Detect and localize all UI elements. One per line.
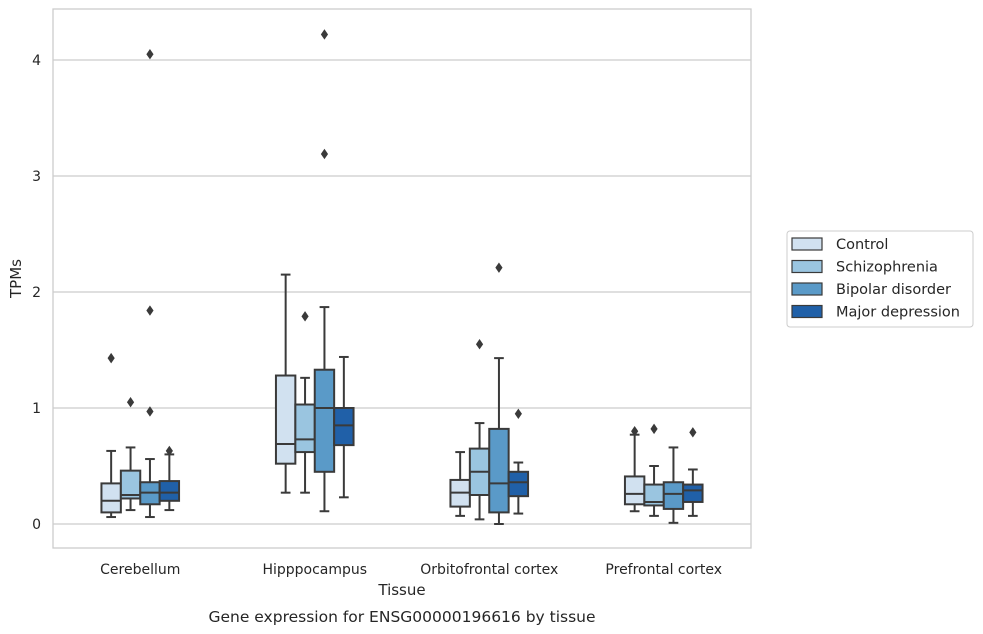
legend-label: Control — [836, 237, 888, 253]
x-tick-label: Hipppocampus — [262, 562, 367, 578]
chart-caption: Gene expression for ENSG00000196616 by t… — [208, 608, 595, 626]
y-tick-label: 4 — [32, 53, 41, 69]
box-0-2 — [449, 451, 471, 517]
outlier-point — [146, 406, 154, 417]
box-1-2 — [468, 339, 491, 521]
box-groups — [100, 29, 704, 525]
box-0-3 — [623, 426, 646, 513]
box-3-1 — [333, 355, 355, 499]
legend-swatch — [791, 237, 823, 251]
x-axis-label: Tissue — [377, 581, 425, 599]
y-tick-label: 3 — [32, 169, 41, 185]
iqr-box — [623, 475, 646, 506]
outlier-point — [495, 262, 503, 273]
legend-label: Bipolar disorder — [836, 282, 951, 298]
outlier-point — [107, 352, 115, 364]
outlier-point — [475, 339, 484, 350]
legend-label: Schizophrenia — [836, 260, 938, 276]
outlier-point — [650, 423, 658, 435]
outlier-point — [146, 49, 154, 60]
x-tick-label: Orbitofrontal cortex — [420, 562, 558, 578]
box-2-1 — [313, 29, 336, 513]
box-3-2 — [507, 408, 530, 515]
box-3-0 — [158, 445, 181, 512]
outlier-point — [165, 445, 173, 457]
iqr-box — [682, 483, 704, 503]
iqr-box — [488, 427, 510, 514]
iqr-box — [294, 403, 316, 454]
box-2-2 — [488, 262, 510, 525]
iqr-box — [333, 407, 355, 447]
box-1-3 — [643, 423, 665, 517]
plot-area-frame — [52, 8, 752, 549]
iqr-box — [313, 368, 336, 473]
outlier-point — [146, 305, 154, 316]
iqr-box — [274, 374, 297, 465]
box-1-1 — [294, 311, 316, 494]
outlier-point — [320, 29, 329, 40]
legend-swatch — [791, 259, 823, 274]
iqr-box — [158, 480, 181, 502]
box-0-0 — [100, 352, 122, 519]
legend: Control Schizophrenia Bipolar disorder Majo… — [786, 230, 974, 328]
y-axis-label: TPMs — [7, 259, 25, 299]
box-1-0 — [119, 397, 142, 512]
legend-frame — [786, 230, 974, 328]
outlier-point — [631, 426, 639, 437]
x-tick-label: Prefrontal cortex — [605, 562, 722, 578]
outlier-point — [320, 148, 329, 160]
outlier-point — [689, 427, 697, 438]
legend-swatch — [791, 282, 823, 296]
outlier-point — [301, 311, 309, 322]
y-tick-label: 0 — [32, 517, 41, 533]
outlier-point — [126, 397, 135, 408]
y-tick-label: 1 — [32, 401, 41, 417]
outlier-point — [514, 408, 522, 419]
x-tick-label: Cerebellum — [100, 562, 180, 578]
legend-swatch — [791, 304, 823, 319]
box-3-3 — [682, 427, 704, 517]
iqr-box — [100, 482, 122, 514]
axis-ticks: 0 1 2 3 4 Cerebellum Hipppocampus Orbitofrontal… — [32, 53, 722, 578]
iqr-box — [507, 470, 530, 498]
y-tick-label: 2 — [32, 285, 41, 301]
box-0-1 — [274, 273, 297, 494]
legend-label: Major depression — [836, 305, 960, 321]
iqr-box — [662, 481, 685, 510]
gridlines — [53, 59, 751, 525]
box-2-0 — [139, 49, 161, 519]
box-2-3 — [662, 446, 685, 524]
